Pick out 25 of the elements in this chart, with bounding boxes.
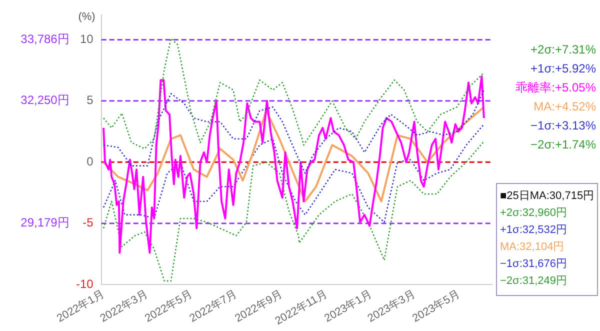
line-series (102, 140, 485, 282)
y-tick-label: 0 (86, 154, 94, 168)
ref-line-label: 33,786円 (20, 32, 70, 46)
text: +1σ:32,532円 (500, 224, 568, 236)
text: MA:32,104円 (500, 241, 564, 254)
line-series (102, 38, 485, 150)
text: −1σ:+3.13% (530, 118, 596, 132)
ref-line-label: 29,179円 (20, 216, 70, 230)
y-tick-label: 10 (80, 32, 94, 46)
ref-line-label: 32,250円 (20, 93, 70, 108)
line-series (102, 89, 485, 174)
text: +1σ:+5.92% (530, 61, 596, 76)
text: −2σ:+1.74% (530, 137, 596, 152)
y-axis-title: (%) (78, 11, 96, 24)
line-series (102, 124, 485, 223)
text: −1σ:31,676円 (500, 258, 568, 270)
text: 乖離率:+5.05% (516, 80, 596, 94)
text: MA:+4.52% (534, 99, 596, 114)
y-tick-label: -5 (82, 216, 94, 230)
text: ■25日MA:30,715円 (500, 190, 594, 202)
y-tick-label: -10 (76, 276, 94, 291)
text: +2σ:32,960円 (500, 207, 568, 220)
text: −2σ:31,249円 (500, 275, 568, 288)
y-tick-label: 5 (86, 93, 94, 108)
text: +2σ:+7.31% (530, 42, 596, 56)
